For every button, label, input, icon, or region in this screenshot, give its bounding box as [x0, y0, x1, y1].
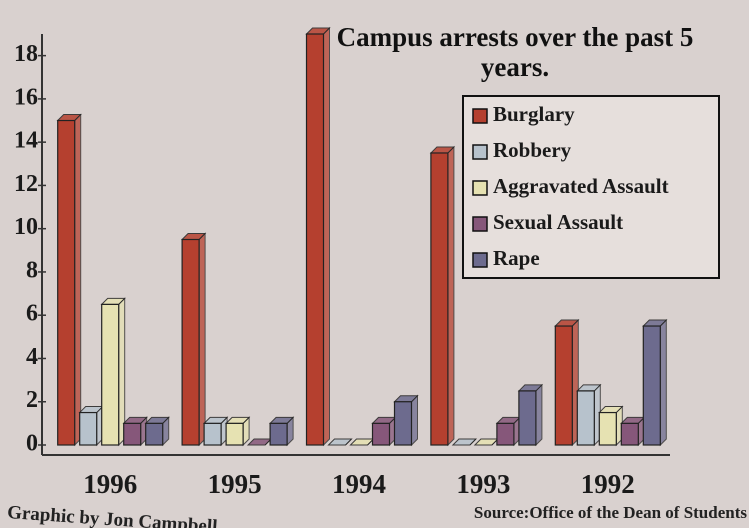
- bar-side: [412, 396, 418, 445]
- y-tick-label: 2: [26, 387, 38, 413]
- bar: [519, 391, 536, 445]
- bar: [307, 34, 324, 445]
- x-tick-label: 1993: [456, 469, 510, 499]
- bar-side: [660, 320, 666, 445]
- legend-label: Robbery: [493, 138, 572, 162]
- bar: [497, 423, 514, 445]
- legend-label: Rape: [493, 246, 540, 270]
- legend-swatch: [473, 181, 487, 195]
- source: Source:Office of the Dean of Students: [474, 503, 747, 523]
- legend-label: Aggravated Assault: [493, 174, 669, 198]
- y-tick-label: 0: [26, 431, 38, 457]
- legend-swatch: [473, 253, 487, 267]
- bar: [270, 423, 287, 445]
- y-tick-label: 8: [26, 257, 38, 283]
- y-tick-label: 18: [14, 41, 38, 67]
- bar: [431, 153, 448, 445]
- legend-swatch: [473, 109, 487, 123]
- y-tick-label: 10: [14, 214, 38, 240]
- bar: [373, 423, 390, 445]
- y-tick-label: 6: [26, 301, 38, 327]
- y-tick-label: 14: [14, 128, 38, 154]
- legend-swatch: [473, 145, 487, 159]
- page: 0 2 4 6 8 10 12 14 16 18 1996 1995 1994 1993 1992 Burgl…: [0, 0, 749, 528]
- bar: [643, 326, 660, 445]
- bar-side: [75, 115, 81, 445]
- bar: [226, 423, 243, 445]
- y-tick-label: 4: [26, 344, 38, 370]
- bar: [80, 413, 97, 445]
- bar: [599, 413, 616, 445]
- bar: [182, 240, 199, 446]
- bar: [124, 423, 141, 445]
- bar: [204, 423, 221, 445]
- bar: [621, 423, 638, 445]
- legend-label: Burglary: [493, 102, 575, 126]
- bar-side: [536, 385, 542, 445]
- bar: [146, 423, 163, 445]
- legend-swatch: [473, 217, 487, 231]
- x-tick-label: 1996: [83, 469, 137, 499]
- bar-side: [199, 234, 205, 446]
- bar-side: [448, 147, 454, 445]
- bar: [555, 326, 572, 445]
- bar: [577, 391, 594, 445]
- x-tick-label: 1995: [208, 469, 262, 499]
- bar: [395, 402, 412, 445]
- chart-title: Campus arrests over the past 5 years.: [330, 22, 700, 82]
- x-tick-label: 1994: [332, 469, 386, 499]
- legend-label: Sexual Assault: [493, 210, 623, 234]
- bar: [58, 121, 75, 445]
- x-tick-label: 1992: [581, 469, 635, 499]
- y-tick-label: 16: [14, 84, 38, 110]
- bar-side: [324, 28, 330, 445]
- y-tick-label: 12: [14, 171, 38, 197]
- bar: [102, 304, 119, 445]
